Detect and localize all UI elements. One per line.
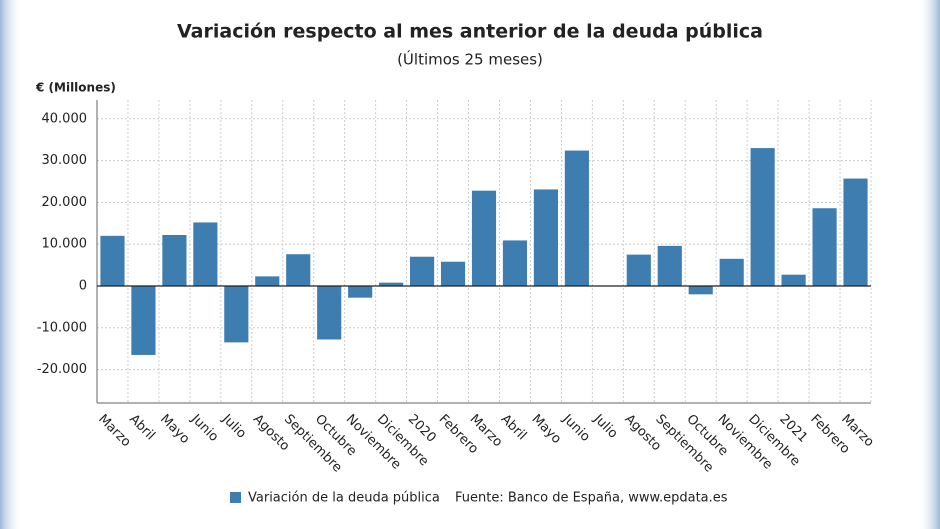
x-tick-label: Junio <box>559 411 593 445</box>
x-tick-label: Junio <box>187 411 221 445</box>
bar <box>100 235 125 286</box>
bar <box>533 189 558 286</box>
y-tick-label: 20.000 <box>42 195 88 210</box>
bar <box>781 274 806 286</box>
bar <box>626 254 651 286</box>
bar <box>471 190 497 286</box>
bar <box>379 282 404 286</box>
y-tick-label: -20.000 <box>37 362 87 377</box>
x-tick-label: Marzo <box>95 412 133 450</box>
y-tick-label: 0 <box>79 278 87 293</box>
x-tick-label: Julio <box>590 411 621 442</box>
edge <box>918 0 940 529</box>
x-tick-label: Julio <box>218 411 249 442</box>
bar <box>162 234 187 286</box>
chart-title: Variación respecto al mes anterior de la… <box>177 21 763 43</box>
y-tick-label: 30.000 <box>42 153 88 168</box>
source: Fuente: Banco de España, www.epdata.es <box>455 491 728 506</box>
bar <box>224 285 249 343</box>
bar <box>193 222 218 286</box>
bar <box>843 178 868 286</box>
bar <box>750 148 775 286</box>
bar <box>564 150 589 286</box>
x-tick-label: Mayo <box>157 412 192 447</box>
bar <box>255 276 280 286</box>
y-tick-label: -10.000 <box>37 320 87 335</box>
bar <box>502 240 528 286</box>
edge <box>0 0 22 529</box>
bar <box>688 285 713 295</box>
bar <box>348 285 373 298</box>
y-tick-label: 10.000 <box>42 237 88 252</box>
bar <box>317 285 342 340</box>
legend-swatch <box>230 492 241 503</box>
bar <box>812 208 837 286</box>
bar <box>719 258 744 286</box>
x-tick-label: Mayo <box>529 412 564 447</box>
legend-label: Variación de la deuda pública <box>248 491 440 506</box>
bar <box>657 245 682 286</box>
bar <box>440 261 466 286</box>
bar <box>131 285 156 355</box>
bar <box>286 254 311 286</box>
bar <box>410 256 435 286</box>
y-axis-label: € (Millones) <box>35 81 116 95</box>
chart-subtitle: (Últimos 25 meses) <box>397 50 543 69</box>
y-tick-label: 40.000 <box>42 111 88 126</box>
